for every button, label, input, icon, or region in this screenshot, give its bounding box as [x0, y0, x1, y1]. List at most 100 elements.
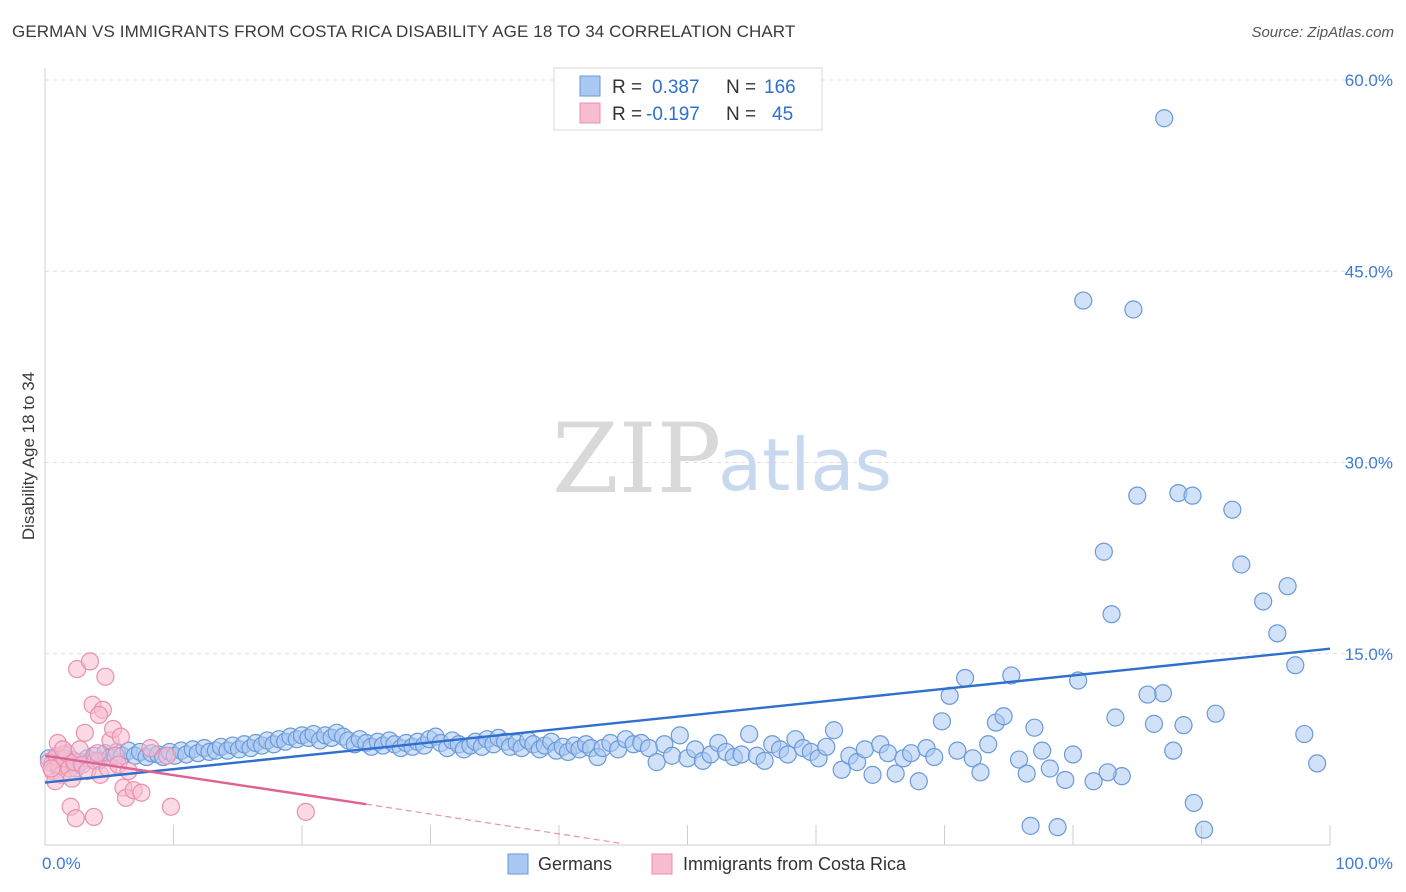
- bottom-legend-swatch-costa-rica: [651, 853, 673, 875]
- point-costa-rica: [42, 759, 61, 778]
- x-tick-max: 100.0%: [1335, 854, 1393, 873]
- point-germans: [1056, 770, 1075, 790]
- point-germans: [1098, 763, 1117, 782]
- point-germans: [1009, 750, 1029, 769]
- point-germans: [1153, 684, 1173, 703]
- point-germans: [1206, 704, 1225, 723]
- point-germans: [1183, 486, 1202, 505]
- trend-line-costa-rica-extension: [366, 803, 624, 845]
- point-germans: [1223, 500, 1242, 519]
- point-germans: [1254, 592, 1273, 611]
- y-axis-label: Disability Age 18 to 34: [19, 372, 38, 540]
- point-germans: [1106, 708, 1125, 727]
- point-germans: [1074, 291, 1093, 310]
- legend-r-value-2: -0.197: [646, 104, 700, 125]
- correlation-legend: R = 0.387 N = 166 R = -0.197 N = 45: [553, 67, 823, 131]
- y-tick-label: 45.0%: [1345, 262, 1393, 281]
- legend-r-value-1: 0.387: [652, 77, 700, 98]
- point-costa-rica: [84, 807, 103, 827]
- point-costa-rica: [119, 761, 138, 781]
- point-germans: [1084, 772, 1103, 791]
- point-costa-rica: [96, 667, 115, 686]
- y-tick-label: 30.0%: [1345, 454, 1393, 473]
- point-germans: [994, 707, 1013, 726]
- point-germans: [955, 668, 975, 688]
- trend-line-costa-rica: [44, 754, 367, 806]
- point-costa-rica: [70, 740, 89, 759]
- point-germans: [1063, 745, 1083, 764]
- x-tick-min: 0.0%: [42, 854, 81, 873]
- point-costa-rica: [88, 744, 107, 763]
- point-germans: [1138, 685, 1157, 704]
- point-germans: [979, 735, 998, 754]
- point-germans: [670, 726, 689, 745]
- trend-line-germans: [44, 647, 1331, 784]
- watermark-atlas: atlas: [718, 423, 892, 507]
- grid-lines: [45, 79, 1392, 655]
- point-costa-rica: [157, 746, 177, 765]
- legend-n-value-2: 45: [772, 104, 793, 125]
- point-germans: [863, 765, 882, 784]
- point-germans: [1021, 816, 1040, 835]
- point-germans: [1286, 656, 1305, 675]
- point-germans: [755, 751, 774, 770]
- trend-lines: [44, 647, 1331, 845]
- point-germans: [1144, 714, 1164, 733]
- point-germans: [1002, 666, 1021, 685]
- legend-n-label-1: N =: [726, 77, 756, 98]
- point-germans: [1017, 764, 1036, 783]
- point-germans: [647, 753, 666, 772]
- legend-n-label-2: N =: [726, 104, 756, 125]
- point-germans: [1128, 486, 1147, 505]
- point-germans: [1102, 605, 1121, 624]
- point-costa-rica: [141, 738, 160, 758]
- point-germans: [1184, 793, 1203, 813]
- point-germans: [1232, 555, 1251, 574]
- chart-title: GERMAN VS IMMIGRANTS FROM COSTA RICA DIS…: [12, 22, 796, 41]
- source-credit: Source: ZipAtlas.com: [1251, 24, 1394, 41]
- bottom-legend-germans: Germans: [538, 854, 612, 874]
- point-germans: [1268, 624, 1287, 643]
- point-germans: [1124, 300, 1143, 319]
- point-germans: [963, 749, 982, 768]
- y-tick-labels: 15.0% 30.0% 45.0% 60.0%: [1345, 71, 1393, 664]
- point-germans: [932, 712, 952, 731]
- point-germans: [971, 763, 990, 782]
- point-costa-rica: [89, 705, 109, 725]
- point-germans: [732, 745, 751, 764]
- point-germans: [832, 760, 851, 779]
- point-germans: [1308, 754, 1327, 773]
- bottom-legend-costa-rica: Immigrants from Costa Rica: [683, 854, 907, 874]
- y-tick-label: 15.0%: [1345, 645, 1393, 664]
- point-germans: [1155, 109, 1174, 128]
- point-costa-rica: [75, 723, 94, 742]
- point-germans: [824, 721, 844, 740]
- watermark: ZIP atlas: [552, 403, 892, 515]
- point-costa-rica: [161, 797, 181, 816]
- point-germans: [1278, 577, 1297, 596]
- y-tick-label: 60.0%: [1345, 71, 1393, 90]
- point-germans: [662, 746, 682, 765]
- point-germans: [1174, 716, 1193, 735]
- legend-n-value-1: 166: [764, 77, 796, 98]
- point-germans: [1040, 759, 1059, 778]
- point-germans: [1194, 820, 1214, 839]
- point-costa-rica: [66, 809, 85, 828]
- point-germans: [909, 772, 928, 791]
- data-points: [39, 109, 1327, 839]
- point-costa-rica: [296, 802, 315, 821]
- point-germans: [886, 764, 905, 783]
- point-costa-rica: [132, 783, 151, 802]
- point-costa-rica: [53, 740, 73, 759]
- legend-swatch-costa-rica: [579, 102, 601, 124]
- point-germans: [1025, 718, 1044, 737]
- point-germans: [817, 737, 836, 756]
- point-germans: [878, 744, 898, 763]
- point-germans: [948, 741, 967, 760]
- point-germans: [1164, 741, 1183, 760]
- point-germans: [925, 747, 944, 767]
- bottom-legend-swatch-germans: [507, 853, 529, 875]
- point-germans: [1033, 741, 1052, 760]
- axes: [44, 68, 1331, 846]
